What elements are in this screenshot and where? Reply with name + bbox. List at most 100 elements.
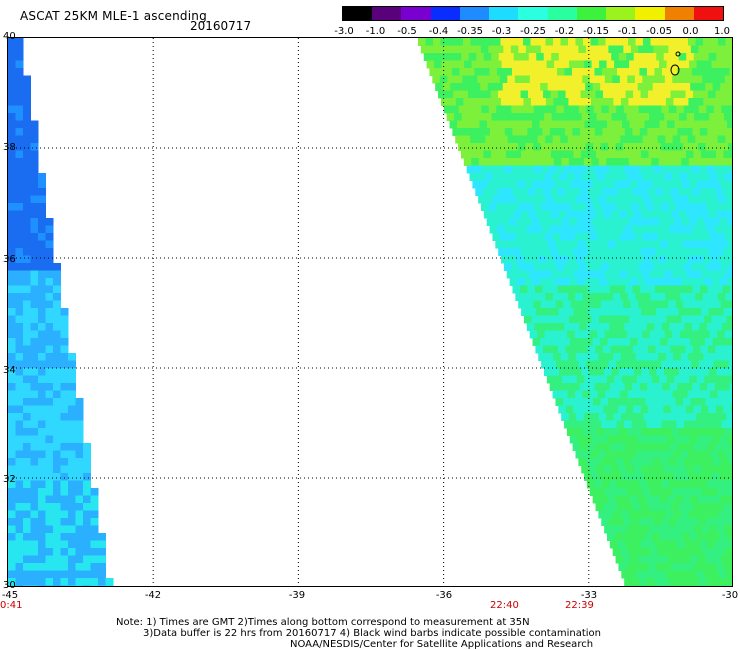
swath-right-cell <box>630 458 639 466</box>
swath-left-cell <box>60 413 69 421</box>
swath-left-cell <box>30 368 39 376</box>
swath-right-cell <box>653 458 662 466</box>
swath-right-cell <box>601 360 610 369</box>
swath-right-cell <box>554 60 563 69</box>
swath-right-cell <box>589 113 598 121</box>
swath-right-cell <box>613 510 622 519</box>
swath-right-cell <box>660 240 669 249</box>
swath-right-cell <box>715 188 724 196</box>
swath-right-cell <box>673 510 682 519</box>
swath-right-cell <box>724 173 732 181</box>
swath-right-cell <box>538 315 547 324</box>
swath-right-cell <box>618 308 627 316</box>
swath-right-cell <box>503 143 512 151</box>
swath-right-cell <box>674 218 683 226</box>
swath-left-cell <box>15 375 24 384</box>
swath-right-cell <box>611 270 620 279</box>
swath-right-cell <box>730 405 732 414</box>
swath-right-cell <box>564 165 573 174</box>
swath-left-cell <box>38 458 46 466</box>
swath-right-cell <box>641 210 650 219</box>
swath-left-cell <box>83 533 91 541</box>
swath-right-cell <box>696 473 705 481</box>
swath-right-cell <box>702 548 711 556</box>
swath-left-cell <box>8 285 16 294</box>
swath-right-cell <box>595 285 603 294</box>
swath-right-cell <box>696 158 705 166</box>
swath-right-cell <box>646 578 655 586</box>
swath-left-cell <box>45 578 54 586</box>
swath-right-cell <box>618 503 627 511</box>
swath-right-cell <box>724 368 732 376</box>
swath-right-cell <box>583 353 592 361</box>
swath-left-cell <box>53 405 61 414</box>
swath-right-cell <box>619 428 628 436</box>
swath-right-cell <box>518 300 527 309</box>
swath-right-cell <box>690 495 699 504</box>
swath-right-cell <box>447 75 456 84</box>
swath-right-cell <box>689 473 698 481</box>
swath-right-cell <box>650 548 659 556</box>
swath-right-cell <box>572 225 581 234</box>
swath-left-cell <box>83 510 91 519</box>
swath-left-cell <box>53 413 61 421</box>
swath-right-cell <box>569 278 578 286</box>
swath-right-cell <box>517 278 526 286</box>
swath-right-cell <box>619 173 628 181</box>
swath-right-cell <box>599 120 608 129</box>
swath-right-cell <box>550 90 559 99</box>
swath-left-cell <box>38 413 46 421</box>
swath-left-cell <box>30 540 39 549</box>
swath-right-cell <box>553 38 561 46</box>
swath-right-cell <box>729 323 732 331</box>
swath-right-cell <box>471 158 480 166</box>
swath-right-cell <box>724 585 732 586</box>
swath-right-cell <box>696 60 705 69</box>
swath-left-cell <box>53 570 61 579</box>
swath-right-cell <box>684 225 693 234</box>
swath-right-cell <box>513 53 522 61</box>
swath-right-cell <box>657 75 666 84</box>
swath-right-cell <box>630 45 639 54</box>
swath-right-cell <box>625 345 634 354</box>
swath-left-cell <box>8 158 16 166</box>
swath-right-cell <box>701 525 710 534</box>
swath-right-cell <box>716 270 725 279</box>
swath-right-cell <box>508 255 517 264</box>
swath-left-cell <box>15 158 24 166</box>
swath-left-cell <box>60 503 69 511</box>
swath-right-cell <box>592 83 601 91</box>
swath-right-cell <box>560 293 569 301</box>
swath-left-cell <box>45 398 54 406</box>
swath-right-cell <box>595 90 604 99</box>
swath-right-cell <box>578 105 587 114</box>
swath-right-cell <box>680 548 689 556</box>
swath-right-cell <box>568 158 577 166</box>
swath-right-cell <box>680 353 689 361</box>
swath-left-cell <box>83 465 91 474</box>
swath-right-cell <box>711 570 720 579</box>
swath-right-cell <box>582 173 591 181</box>
swath-right-cell <box>442 83 451 91</box>
swath-right-cell <box>712 278 721 286</box>
swath-right-cell <box>671 210 680 219</box>
swath-right-cell <box>603 405 612 414</box>
swath-right-cell <box>678 90 687 99</box>
swath-right-cell <box>721 203 729 211</box>
swath-right-cell <box>607 180 616 189</box>
swath-left-cell <box>23 488 31 496</box>
swath-right-cell <box>578 458 587 466</box>
swath-right-cell <box>600 300 609 309</box>
swath-right-cell <box>730 443 732 451</box>
swath-right-cell <box>594 225 603 234</box>
swath-right-cell <box>663 150 672 159</box>
swath-right-cell <box>449 120 458 129</box>
swath-left-cell <box>45 300 54 309</box>
swath-right-cell <box>672 293 681 301</box>
swath-left-cell <box>45 563 54 571</box>
swath-right-cell <box>621 218 630 226</box>
swath-right-cell <box>554 180 563 189</box>
swath-right-cell <box>714 578 723 586</box>
swath-right-cell <box>607 435 616 444</box>
swath-right-cell <box>727 435 732 444</box>
